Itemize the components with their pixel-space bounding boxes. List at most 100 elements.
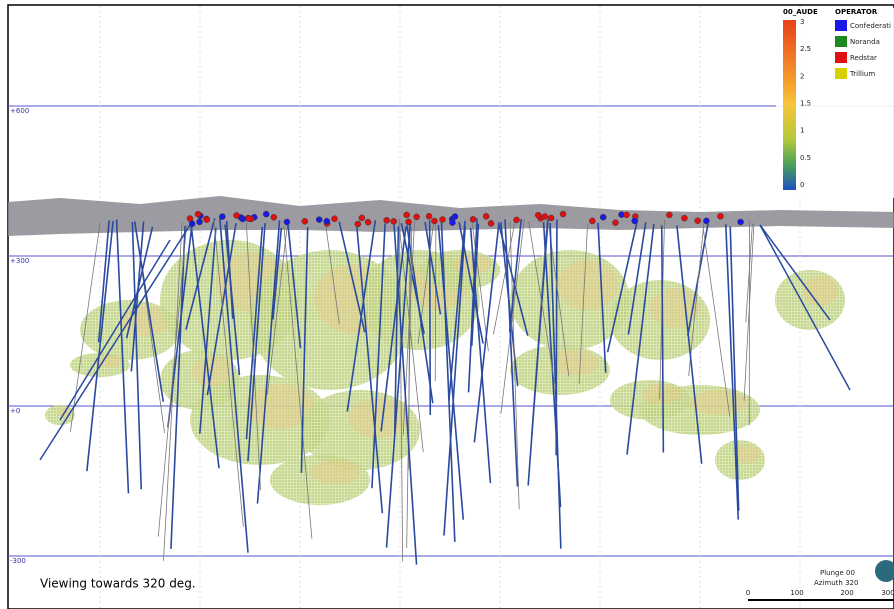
drill-hole <box>493 221 516 335</box>
collar <box>364 218 372 226</box>
drill-hole <box>745 223 753 323</box>
legend-label: Trillium <box>849 70 875 78</box>
drill-hole <box>467 218 478 393</box>
drill-hole <box>157 225 187 537</box>
topography <box>8 196 894 236</box>
drill-hole <box>509 222 520 510</box>
drill-hole <box>133 221 165 402</box>
drill-hole <box>272 227 283 320</box>
collar <box>323 217 331 225</box>
grade-shell <box>270 455 370 505</box>
drill-hole <box>39 224 191 461</box>
drill-hole <box>434 218 437 382</box>
scale-labels: 0 100 200 300 <box>746 589 894 597</box>
collar <box>623 211 630 219</box>
collar <box>737 218 744 226</box>
drill-hole <box>578 224 588 385</box>
color-scale-label: 1.5 <box>800 100 811 108</box>
collar <box>469 216 477 223</box>
drill-hole <box>125 226 154 339</box>
collar <box>203 216 211 223</box>
drill-hole <box>287 223 302 349</box>
drill-hole <box>597 222 607 373</box>
grade-shell <box>558 260 618 310</box>
drill-hole <box>356 227 384 514</box>
collar <box>383 217 390 224</box>
drill-hole <box>443 226 467 536</box>
drill-hole <box>497 222 529 336</box>
grade-shell <box>550 350 600 375</box>
collar <box>283 218 291 226</box>
drill-hole <box>247 223 266 462</box>
collar <box>541 213 549 220</box>
collar <box>358 214 366 222</box>
drill-hole <box>69 222 101 433</box>
collar <box>233 212 240 219</box>
collar <box>547 214 555 222</box>
drill-hole <box>548 226 570 377</box>
drill-hole <box>428 220 432 416</box>
drill-hole <box>170 225 186 549</box>
drill-hole <box>380 226 407 432</box>
collar <box>694 217 701 224</box>
grade-shell <box>642 384 682 404</box>
drill-hole <box>627 221 647 335</box>
color-scale-label: 2 <box>800 72 804 80</box>
drill-hole <box>130 221 145 372</box>
drill-hole <box>393 224 418 565</box>
collar <box>681 214 688 222</box>
legend: Confederati Noranda Redstar Trillium <box>835 20 891 79</box>
drill-hole <box>676 225 703 464</box>
grade-shell <box>452 254 492 274</box>
grade-shell <box>310 460 360 485</box>
drill-hole <box>213 217 244 527</box>
collar <box>631 217 638 225</box>
collar <box>487 220 495 227</box>
drill-hole <box>385 223 412 548</box>
collar <box>262 210 270 218</box>
collar <box>559 210 567 218</box>
collar <box>599 213 607 221</box>
collar <box>666 211 673 219</box>
drill-hole <box>606 219 639 353</box>
collar <box>315 216 323 223</box>
plunge: Plunge 00 <box>820 569 855 577</box>
scale-label: 100 <box>790 589 803 597</box>
collar <box>354 220 362 228</box>
collar <box>535 211 542 219</box>
color-scale-label: 0.5 <box>800 154 811 162</box>
drill-hole <box>759 224 851 391</box>
color-bar <box>783 20 796 190</box>
drill-holes <box>39 210 851 565</box>
drill-hole <box>743 224 755 401</box>
collar <box>403 211 410 219</box>
drill-hole <box>245 221 261 491</box>
collar <box>390 218 397 225</box>
drill-hole <box>688 221 705 376</box>
drill-hole <box>626 224 655 455</box>
color-scale-labels: 3 2.5 2 1.5 1 0.5 0 <box>800 18 811 189</box>
drill-hole <box>245 226 264 440</box>
caption: Viewing towards 320 deg. <box>40 577 196 591</box>
drill-hole <box>219 218 249 553</box>
drill-hole <box>469 227 492 484</box>
collar <box>188 220 196 228</box>
collar <box>239 215 247 223</box>
elevation-label: +0 <box>10 407 20 415</box>
drill-hole <box>86 221 114 472</box>
drill-hole <box>702 227 731 417</box>
drill-hole <box>300 227 309 473</box>
drill-hole <box>470 223 480 346</box>
grade-shell <box>735 444 760 464</box>
color-scale-title: 00_AUDE <box>783 8 818 16</box>
collar <box>589 217 596 225</box>
legend-swatch <box>835 52 847 63</box>
collar <box>405 218 412 226</box>
color-scale-label: 2.5 <box>800 45 811 53</box>
drill-hole <box>393 226 400 434</box>
drill-hole <box>371 223 386 489</box>
legend-label: Redstar <box>850 54 877 62</box>
drill-hole <box>131 222 143 490</box>
drill-hole <box>190 225 220 469</box>
